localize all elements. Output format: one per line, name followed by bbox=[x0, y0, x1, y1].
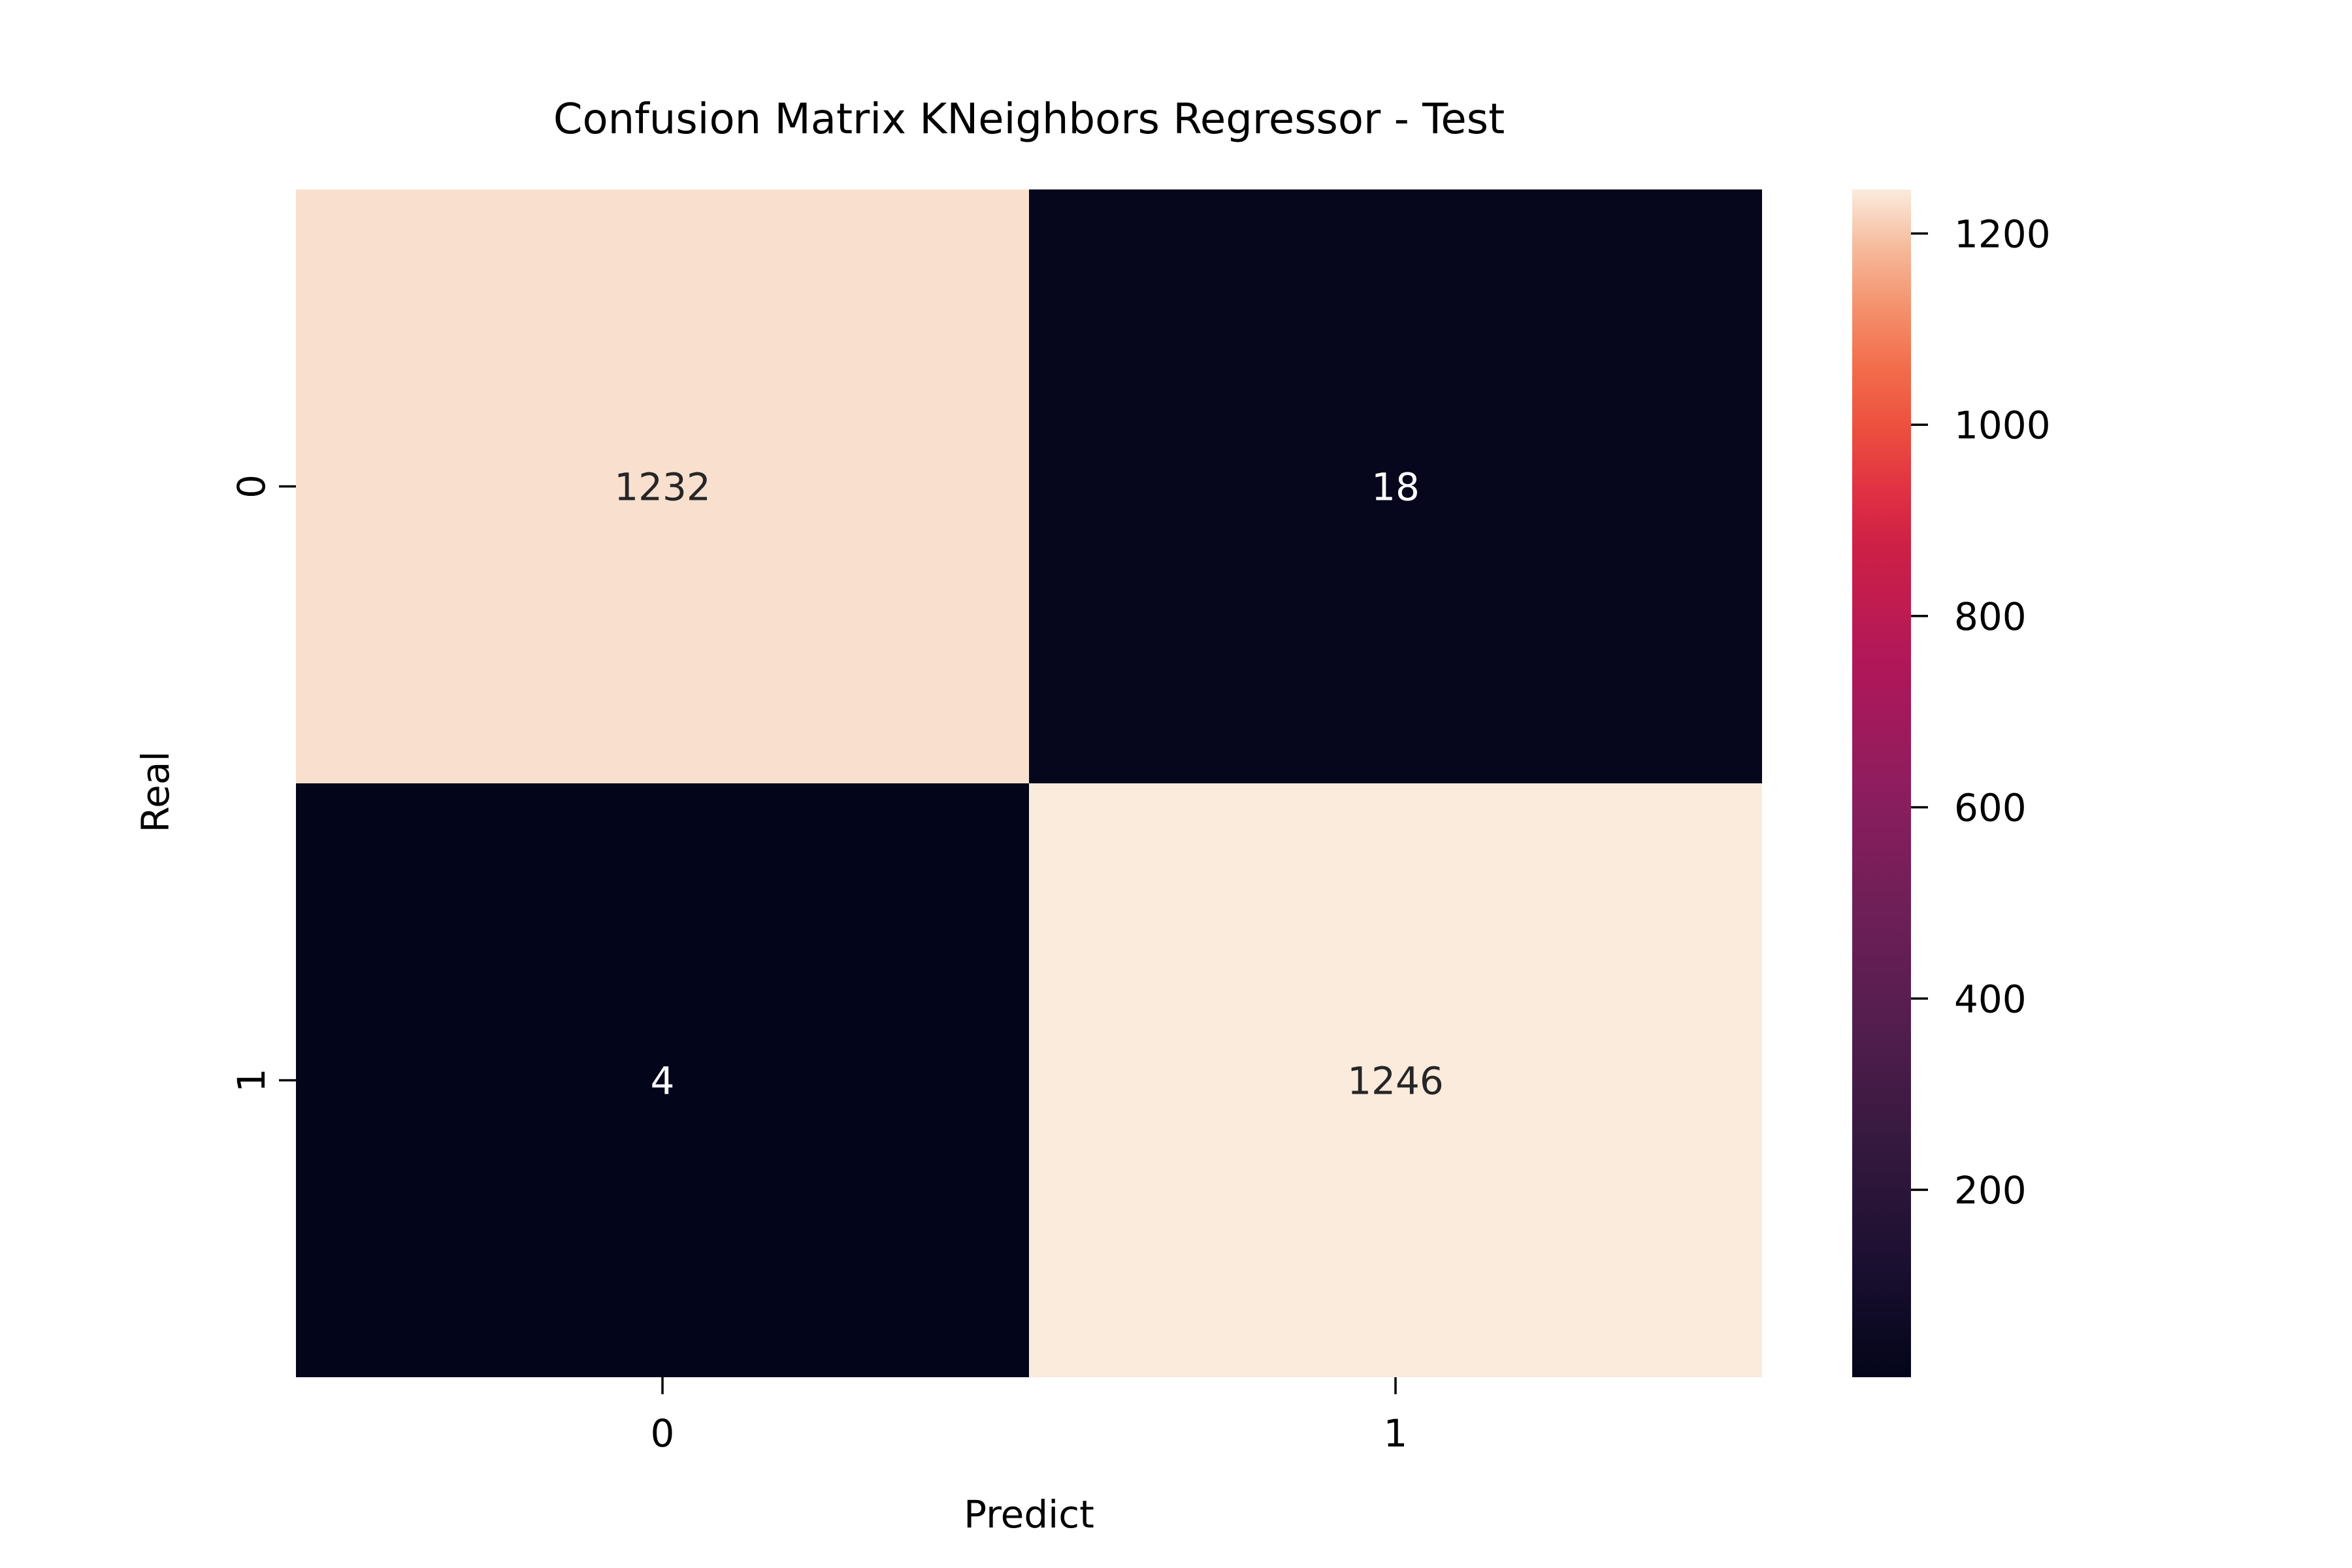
colorbar-tick-label-0: 200 bbox=[1954, 1168, 2027, 1213]
colorbar: 200 400 600 800 1000 1200 bbox=[1852, 189, 2051, 1377]
colorbar-tick-label-4: 1000 bbox=[1954, 403, 2051, 448]
colorbar-tick-label-2: 600 bbox=[1954, 786, 2027, 830]
y-tick-label-0: 0 bbox=[229, 474, 274, 498]
y-tick-label-1: 1 bbox=[229, 1068, 274, 1092]
colorbar-tick-label-5: 1200 bbox=[1954, 212, 2051, 256]
colorbar-ticks: 200 400 600 800 1000 1200 bbox=[1911, 212, 2051, 1213]
cell-annotation-1-0: 4 bbox=[651, 1059, 675, 1103]
y-axis-ticks: 01 bbox=[229, 474, 296, 1092]
x-tick-label-0: 0 bbox=[651, 1411, 675, 1456]
colorbar-tick-label-3: 800 bbox=[1954, 595, 2027, 639]
y-axis-label: Real bbox=[133, 751, 178, 832]
cell-annotation-1-1: 1246 bbox=[1347, 1059, 1444, 1103]
heatmap-cell-1-1 bbox=[1029, 783, 1762, 1377]
cell-annotation-0-0: 1232 bbox=[614, 465, 711, 510]
colorbar-tick-label-1: 400 bbox=[1954, 977, 2027, 1021]
cell-annotation-0-1: 18 bbox=[1371, 465, 1420, 510]
chart-title: Confusion Matrix KNeighbors Regressor - … bbox=[553, 95, 1505, 144]
heatmap-cell-1-0 bbox=[296, 783, 1029, 1377]
heatmap-cell-0-0 bbox=[296, 189, 1029, 783]
heatmap-cells: 1232 18 4 1246 bbox=[296, 189, 1762, 1377]
heatmap-cell-0-1 bbox=[1029, 189, 1762, 783]
x-tick-label-1: 1 bbox=[1384, 1411, 1408, 1456]
colorbar-gradient bbox=[1852, 189, 1911, 1377]
x-axis-label: Predict bbox=[964, 1492, 1094, 1537]
